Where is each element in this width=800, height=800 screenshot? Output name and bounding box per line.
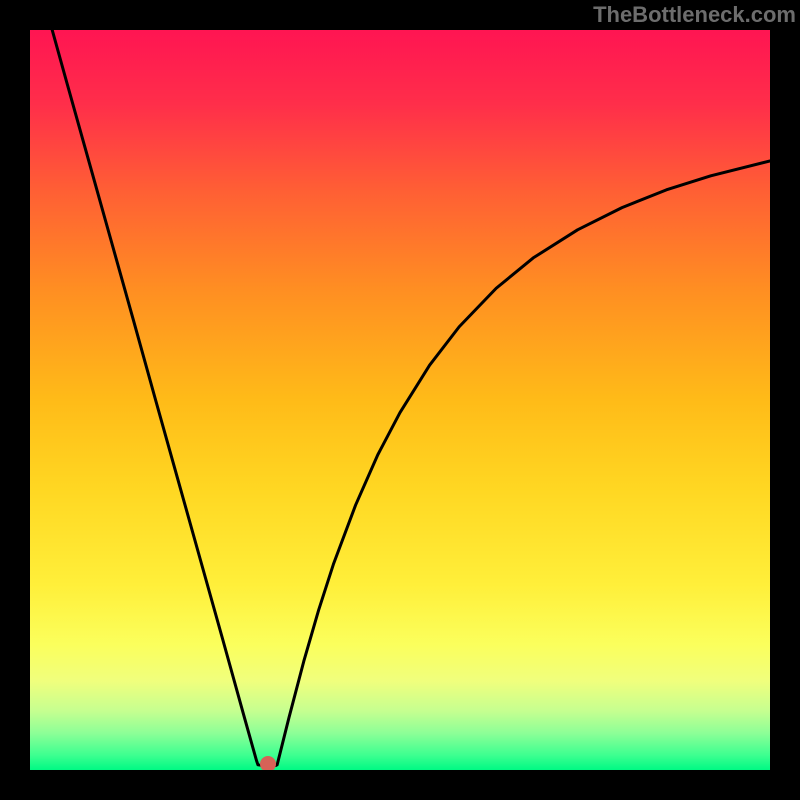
- bottleneck-curve: [30, 30, 770, 770]
- plot-area: [30, 30, 770, 770]
- optimal-point-marker: [260, 756, 276, 770]
- chart-container: TheBottleneck.com: [0, 0, 800, 800]
- curve-path: [52, 30, 770, 766]
- watermark-text: TheBottleneck.com: [593, 2, 796, 28]
